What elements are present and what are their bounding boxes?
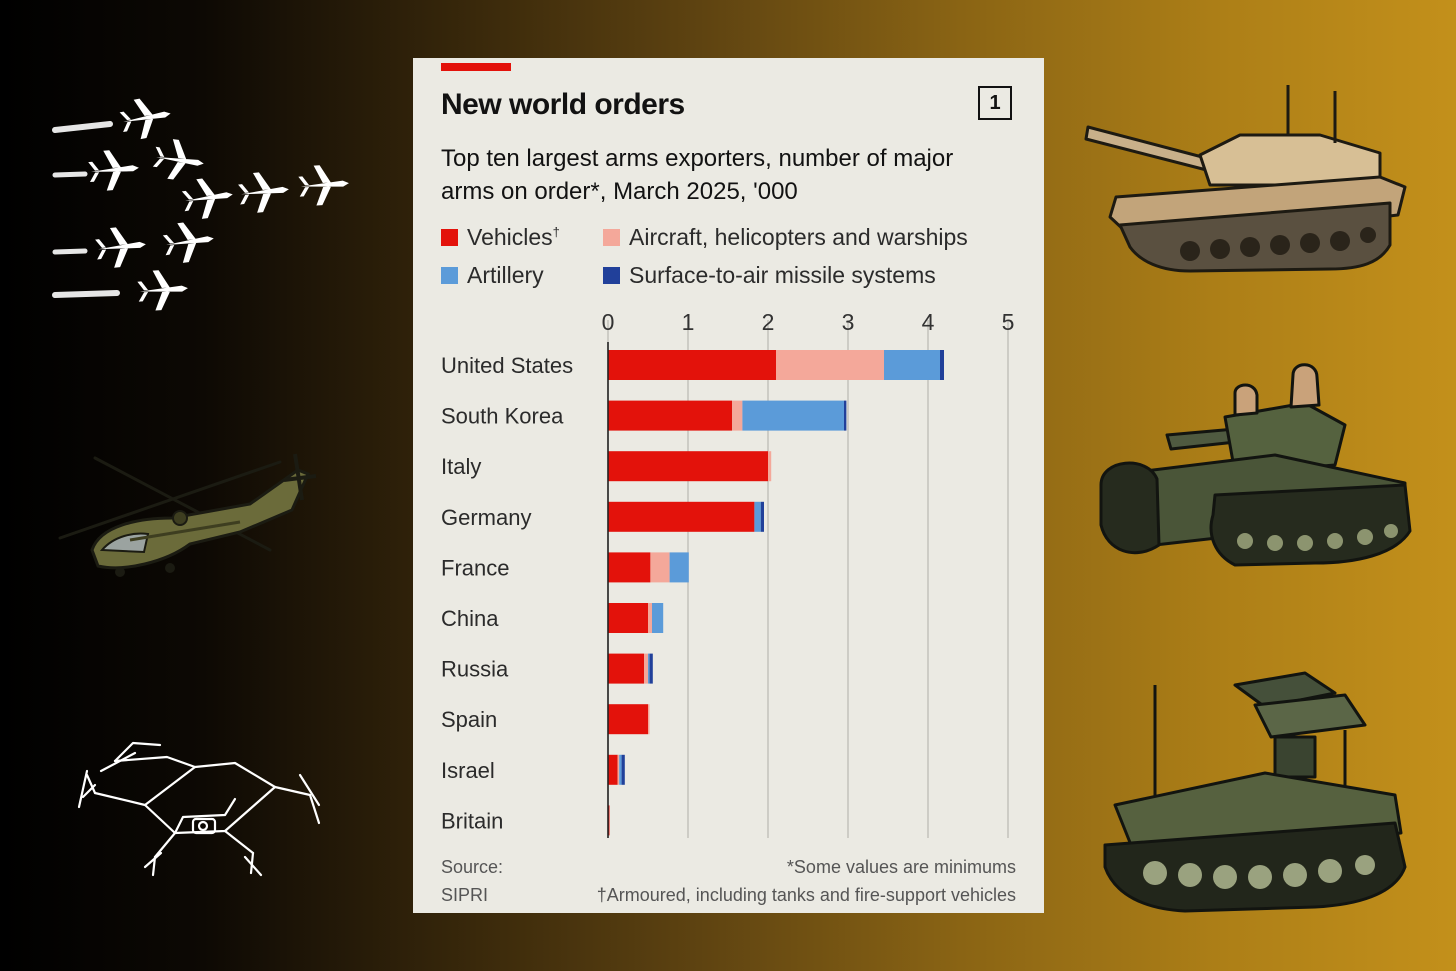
category-label: Germany: [441, 505, 531, 530]
bar-artillery: [652, 603, 664, 633]
x-tick-label: 1: [682, 309, 695, 335]
category-label: China: [441, 606, 499, 631]
bar-vehicles: [608, 704, 648, 735]
legend-swatch-aircraft: [603, 229, 620, 246]
x-tick-label: 0: [602, 309, 615, 335]
bar-vehicles: [608, 552, 651, 583]
legend-swatch-vehicles: [441, 229, 458, 246]
source-name: SIPRI: [441, 885, 489, 905]
bar-vehicles: [608, 603, 648, 633]
legend-swatch-artillery: [441, 267, 458, 284]
legend-label-artillery: Artillery: [467, 262, 544, 288]
bar-aircraft: [650, 552, 670, 583]
attack-helicopter-icon: [58, 453, 317, 577]
bar-aircraft: [648, 704, 650, 735]
chart-number-badge: 1: [978, 86, 1012, 120]
bar-aircraft: [644, 653, 648, 684]
x-tick-label: 5: [1002, 309, 1015, 335]
legend-sam: Surface-to-air missile systems: [603, 262, 936, 289]
bar-artillery: [669, 552, 689, 583]
crewed-tank-icon: [1099, 363, 1412, 567]
chart-subtitle: Top ten largest arms exporters, number o…: [441, 145, 954, 205]
legend-artillery: Artillery: [441, 262, 544, 289]
bar-artillery: [619, 754, 622, 785]
bar-artillery: [742, 400, 844, 431]
bar-vehicles: [608, 653, 644, 684]
category-label: Israel: [441, 758, 495, 783]
bar-artillery: [884, 350, 940, 380]
bar-aircraft: [776, 350, 884, 380]
category-label: France: [441, 555, 509, 580]
footnote-minimums: *Some values are minimums: [786, 857, 1016, 877]
category-label: Russia: [441, 657, 509, 682]
legend-dagger-mark: †: [552, 224, 560, 240]
chart-card: New world orders 1 Top ten largest arms …: [413, 58, 1044, 913]
bar-vehicles: [608, 754, 618, 785]
bar-artillery: [754, 501, 761, 532]
bar-aircraft: [648, 603, 652, 633]
bar-artillery: [648, 653, 650, 684]
x-tick-label: 2: [762, 309, 775, 335]
category-label: Spain: [441, 707, 497, 732]
legend-swatch-sam: [603, 267, 620, 284]
bar-vehicles: [608, 400, 732, 431]
category-label: Italy: [441, 454, 481, 479]
red-accent-tag: [441, 63, 511, 71]
legend-label-sam: Surface-to-air missile systems: [629, 262, 936, 288]
legend-label-vehicles: Vehicles: [467, 224, 553, 250]
legend-aircraft: Aircraft, helicopters and warships: [603, 224, 968, 251]
jet-formation-icon: [52, 98, 349, 311]
bar-sam: [649, 653, 653, 684]
source-label: Source:: [441, 857, 504, 877]
bar-aircraft: [732, 400, 743, 431]
legend-label-aircraft: Aircraft, helicopters and warships: [629, 224, 968, 250]
category-label: Britain: [441, 808, 503, 833]
bar-aircraft: [617, 754, 620, 785]
bar-vehicles: [608, 350, 776, 380]
chart-title: New world orders: [441, 88, 685, 121]
footnote-armoured: †Armoured, including tanks and fire-supp…: [596, 885, 1016, 905]
drone-icon: [77, 741, 321, 877]
x-tick-label: 3: [842, 309, 855, 335]
x-tick-label: 4: [922, 309, 935, 335]
bar-sam: [940, 350, 944, 380]
battle-tank-icon: [1084, 85, 1407, 273]
category-label: United States: [441, 353, 573, 378]
category-label: South Korea: [441, 404, 564, 429]
bar-sam: [621, 754, 625, 785]
bar-chart: 0 1 2 3 4 5 United States South Korea Italy Germa…: [441, 309, 1015, 838]
bar-sam: [844, 400, 847, 431]
bar-aircraft: [768, 451, 772, 482]
bar-sam: [760, 501, 764, 532]
bar-vehicles: [608, 501, 755, 532]
bar-vehicles: [608, 451, 768, 482]
missile-launcher-vehicle-icon: [1103, 671, 1407, 913]
legend-vehicles: Vehicles†: [441, 224, 560, 251]
